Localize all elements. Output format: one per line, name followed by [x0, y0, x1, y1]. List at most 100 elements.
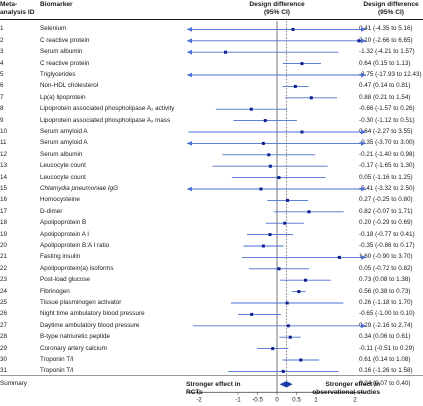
row-id: 14 [0, 173, 8, 181]
ci-arrow-left [187, 38, 192, 44]
point-estimate [357, 39, 361, 43]
row-ci-value: 0.26 (-1.18 to 1.70) [359, 299, 413, 306]
row-ci-value: -0.30 (-1.12 to 0.51) [359, 116, 415, 124]
row-id: 15 [0, 185, 8, 192]
row-ci-value: -0.41 (-3.32 to 2.50) [359, 185, 415, 192]
row-biomarker: Serum amyloid A [40, 128, 88, 135]
row-id: 19 [0, 230, 8, 238]
point-estimate [224, 50, 228, 54]
row-ci-value: -0.21 (-1.40 to 0.98) [359, 150, 415, 158]
row-ci-value: -0.65 (-1.00 to 0.10) [359, 310, 415, 318]
row-id: 8 [0, 105, 4, 113]
point-estimate [261, 244, 265, 248]
point-estimate [277, 176, 281, 180]
row-ci-value: 0.05 (-1.16 to 1.25) [359, 173, 413, 181]
row-biomarker: Leucocyte count [40, 162, 86, 170]
point-estimate [300, 130, 304, 134]
point-estimate [303, 278, 307, 282]
row-ci-value: -0.35 (-3.70 to 3.00) [359, 139, 415, 147]
row-ci-value: -2.75 (-17.93 to 12.43) [359, 71, 422, 78]
summary-value: 0.24 (0.07 to 0.40) [359, 380, 411, 388]
row-id: 28 [0, 333, 8, 341]
point-estimate [300, 62, 304, 66]
row-biomarker: Fibrinogen [40, 287, 70, 295]
point-estimate [271, 347, 275, 351]
row-id: 10 [0, 128, 8, 135]
point-estimate [267, 153, 271, 157]
point-estimate [285, 301, 289, 305]
row-id: 7 [0, 93, 4, 101]
row-ci-value: 0.73 (0.08 to 1.38) [359, 276, 411, 284]
row-ci-value: 0.20 (-0.29 to 0.69) [359, 219, 413, 227]
ci-arrow-right [361, 38, 366, 44]
row-biomarker: Apolipoprotein B [40, 219, 87, 227]
row-ci-value: 0.16 (-1.26 to 1.58) [359, 367, 413, 375]
row-id: 22 [0, 264, 8, 272]
row-ci-value: 0.47 (0.14 to 0.81) [359, 82, 411, 90]
ci-arrow-left [187, 49, 192, 55]
row-ci-value: -0.66 (-1.57 to 0.26) [359, 105, 415, 113]
row-biomarker: Leucocyte count [40, 173, 86, 181]
x-tick-label: -2 [196, 396, 202, 403]
row-ci-value: -1.32 (-4.21 to 1.57) [359, 48, 415, 56]
row-id: 21 [0, 253, 8, 261]
row-id: 30 [0, 356, 8, 363]
row-ci-value: 0.82 (-0.07 to 1.71) [359, 207, 413, 215]
row-biomarker: Lp(a) lipoprotein [40, 93, 86, 101]
point-estimate [288, 335, 292, 339]
row-biomarker: C reactive protein [40, 59, 90, 67]
row-ci-value: 0.41 (-4.35 to 5.16) [359, 25, 413, 33]
x-tick-label: -1 [235, 396, 241, 403]
row-biomarker: Lipoprotein associated phospholipase A₂ … [40, 116, 171, 124]
point-estimate [249, 107, 253, 111]
ci-arrow-right [361, 186, 366, 192]
point-estimate [283, 221, 287, 225]
point-estimate [261, 141, 265, 145]
row-biomarker: Non-HDL cholesterol [40, 82, 99, 90]
point-estimate [286, 198, 290, 202]
row-biomarker: Troponin T/I [40, 356, 74, 363]
row-id: 27 [0, 321, 8, 329]
point-estimate [307, 210, 311, 214]
row-ci-value: 1.60 (-0.90 to 3.70) [359, 253, 413, 261]
point-estimate [286, 324, 290, 328]
summary-diamond [279, 381, 293, 388]
row-id: 20 [0, 242, 8, 249]
row-biomarker: Coronary artery calcium [40, 344, 107, 352]
row-biomarker: Apolipoprotein A I [40, 230, 90, 238]
header-biomarker: Biomarker [40, 1, 73, 8]
row-biomarker: Serum albumin [40, 150, 83, 158]
point-estimate [337, 255, 341, 259]
row-ci-value: 0.29 (-2.16 to 2.74) [359, 321, 413, 329]
row-id: 17 [0, 207, 8, 215]
row-ci-value: 0.64 (0.15 to 1.13) [359, 59, 411, 67]
point-estimate [259, 187, 263, 191]
row-biomarker: Post-load glucose [40, 276, 91, 284]
row-biomarker: Apolipoprotein(a) isoforms [40, 264, 114, 272]
ci-arrow-right [361, 141, 366, 146]
ci-arrow-right [361, 323, 366, 329]
row-ci-value: 2.10 (-2.66 to 6.65) [359, 36, 413, 44]
row-biomarker: Tissue plasminogen activator [40, 299, 122, 306]
ci-arrow-left [187, 186, 192, 192]
row-id: 9 [0, 116, 4, 124]
footer-left: Stronger effect in RCTs [186, 381, 241, 396]
header-id: Meta-analysis ID [0, 1, 35, 16]
row-biomarker: Apolipoprotein B:A I ratio [40, 242, 110, 249]
row-id: 4 [0, 59, 4, 67]
row-id: 2 [0, 36, 4, 44]
point-estimate [293, 84, 297, 88]
row-ci-value: 0.56 (0.38 to 0.73) [359, 287, 411, 295]
summary-label: Summary [0, 380, 27, 388]
point-estimate [291, 27, 295, 31]
row-id: 31 [0, 367, 8, 375]
point-estimate [268, 233, 272, 237]
bottom-rule [0, 375, 423, 376]
row-biomarker: Serum amyloid A [40, 139, 88, 147]
row-id: 23 [0, 276, 8, 284]
x-tick-label: 0.5 [292, 396, 301, 403]
row-ci-value: 0.61 (0.14 to 1.08) [359, 356, 411, 363]
row-ci-value: -0.18 (-0.77 to 0.41) [359, 230, 415, 238]
x-tick-label: 1 [314, 396, 318, 403]
